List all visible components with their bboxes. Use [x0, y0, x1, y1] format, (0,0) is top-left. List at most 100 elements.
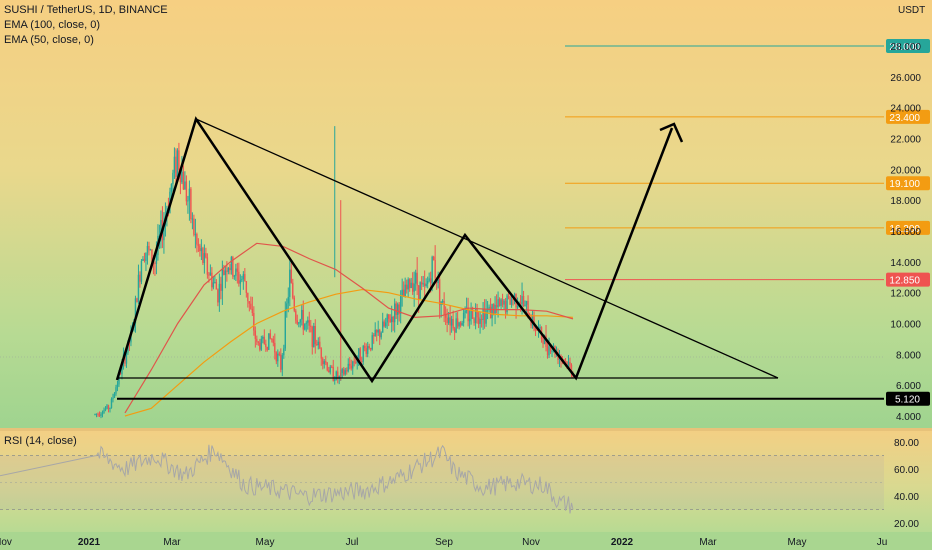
price-tick-label: 6.000 [896, 381, 921, 392]
candle-body [407, 279, 409, 290]
price-level-tag [886, 109, 930, 124]
price-level-tag [886, 176, 930, 191]
candle-body [474, 309, 477, 324]
rsi-tick-label: 20.00 [894, 519, 919, 530]
candles [94, 126, 574, 419]
candle-body [188, 188, 191, 201]
candle-body [501, 299, 504, 305]
candle-body [567, 362, 570, 367]
candle-body [504, 300, 507, 313]
candle-body [383, 321, 385, 327]
candle-body [316, 344, 318, 346]
candle-body [476, 309, 478, 318]
candle-body [214, 282, 216, 284]
candle-body [367, 346, 369, 354]
candle-body [570, 364, 573, 374]
candle-body [305, 322, 307, 324]
candle-body [232, 257, 234, 277]
candle-body [470, 307, 472, 319]
price-level-value: 16.200 [889, 224, 920, 235]
candle-body [313, 325, 315, 347]
candle-body [268, 333, 270, 350]
candle-body [292, 282, 294, 298]
candle-body [500, 299, 502, 306]
price-tick-label: 16.000 [890, 227, 921, 238]
candle-body [125, 352, 128, 364]
candle-body [298, 322, 300, 324]
candle-body [497, 299, 499, 308]
candle-body [467, 308, 469, 322]
candle-body [115, 387, 117, 394]
candle-body [257, 341, 260, 343]
candle-body [172, 172, 174, 185]
candle-body [533, 315, 535, 328]
pane-separator[interactable] [0, 428, 932, 431]
candle-body [239, 280, 242, 284]
time-tick-label: Mar [699, 537, 717, 548]
candle-body [446, 317, 448, 324]
candle-body [368, 346, 370, 348]
time-tick-label: 2021 [78, 537, 101, 548]
candle-body [374, 329, 376, 336]
candle-body [143, 258, 146, 261]
candle-body [101, 413, 104, 415]
candle-body [217, 289, 219, 303]
candle-body [137, 274, 140, 303]
candle-body [341, 369, 343, 373]
candle-body [196, 234, 198, 245]
candle-body [163, 225, 165, 241]
candle-body [479, 318, 481, 324]
candle-body [236, 268, 239, 272]
candle-body [566, 361, 568, 367]
candle-body [371, 335, 373, 350]
candle-body [461, 322, 463, 326]
candle-body [420, 282, 423, 285]
candle-body [319, 341, 321, 349]
candle-body [443, 301, 445, 315]
candle-body [224, 270, 227, 275]
price-tick-label: 20.000 [890, 165, 921, 176]
candle-body [326, 362, 328, 371]
candle-body [184, 181, 186, 190]
candle-body [148, 245, 150, 250]
price-tick-label: 4.000 [896, 412, 921, 423]
price-pane[interactable] [0, 0, 932, 428]
candle-body [507, 295, 510, 297]
candle-body [205, 253, 207, 258]
price-level-tag [886, 220, 930, 235]
candle-body [116, 384, 119, 388]
rsi-tick-label: 60.00 [894, 465, 919, 476]
candle-body [468, 318, 471, 322]
candle-body [392, 316, 394, 323]
candle-body [399, 296, 402, 314]
candle-body [456, 318, 459, 327]
candle-body [401, 289, 403, 297]
candle-body [381, 321, 384, 333]
candle-body [310, 325, 312, 327]
candle-body [384, 322, 387, 327]
candle-body [459, 322, 462, 326]
candle-body [160, 220, 162, 236]
candle-body [107, 405, 110, 410]
candle-body [429, 278, 432, 284]
candle-body [417, 285, 420, 299]
candle-body [209, 272, 212, 276]
rsi-tick-label: 80.00 [894, 438, 919, 449]
candle-body [199, 245, 201, 252]
price-tick-label: 24.000 [890, 104, 921, 115]
candle-body [569, 362, 571, 365]
candle-body [423, 283, 426, 286]
candle-body [358, 348, 360, 359]
candle-body [278, 353, 281, 355]
candle-body [103, 410, 105, 414]
price-tick-label: 10.000 [890, 320, 921, 331]
candle-body [308, 320, 310, 326]
candle-body [284, 310, 287, 349]
time-axis[interactable] [0, 532, 932, 550]
candle-body [124, 354, 126, 364]
time-tick-label: Ju [877, 537, 888, 548]
candle-body [516, 306, 519, 308]
candle-body [269, 333, 272, 339]
candle-body [265, 343, 267, 347]
candle-body [512, 299, 514, 301]
